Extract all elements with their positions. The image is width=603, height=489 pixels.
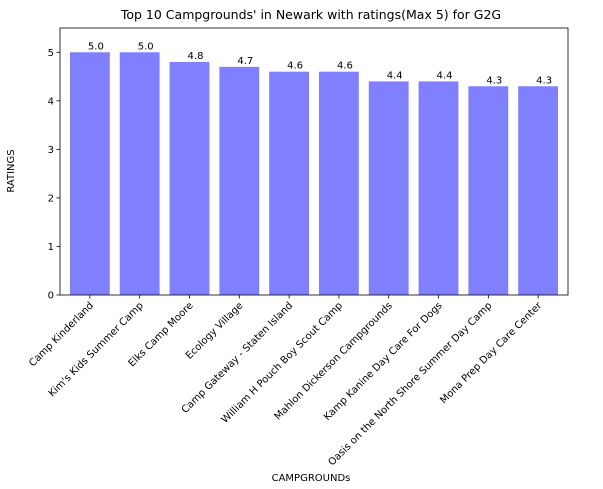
y-axis-label: RATINGS [6,149,17,192]
y-tick-label-5: 5 [48,48,54,59]
bar-7 [368,81,409,296]
chart-title: Top 10 Campgrounds' in Newark with ratin… [120,7,501,22]
y-tick-label-3: 3 [48,145,54,156]
bar-10 [518,86,559,295]
bar-1 [69,52,110,295]
y-tick-label-2: 2 [48,193,54,204]
bar-3 [169,61,210,296]
y-axis: 0 1 2 3 4 5 [48,48,60,302]
bars-group [69,52,559,296]
data-label-5: 4.6 [287,61,303,72]
data-label-8: 4.4 [437,70,453,81]
data-label-3: 4.8 [188,51,204,62]
data-label-4: 4.7 [237,56,253,67]
data-label-7: 4.4 [387,70,403,81]
x-tick-label-2: Kim's Kids Summer Camp [47,300,146,399]
bar-9 [468,86,509,295]
plot-frame [59,27,569,296]
data-label-9: 4.3 [486,75,502,86]
x-tick-label-5: Camp Gateway - Staten Island [180,300,295,415]
bar-2 [119,52,160,295]
data-label-1: 5.0 [88,41,104,52]
x-tick-label-10: Mona Prep Day Care Center [438,300,545,407]
x-axis-label: CAMPGROUNDs [272,473,351,484]
data-labels-group: 5.0 5.0 4.8 4.7 4.6 4.6 4.4 4.4 4.3 4.3 [88,41,552,86]
bar-8 [418,81,459,296]
data-label-6: 4.6 [337,61,353,72]
y-tick-label-0: 0 [48,291,54,302]
bar-6 [318,71,359,295]
y-tick-label-4: 4 [48,96,54,107]
data-label-10: 4.3 [536,75,552,86]
bar-4 [219,66,260,295]
bar-5 [269,71,310,295]
data-label-2: 5.0 [138,41,154,52]
y-tick-label-1: 1 [48,242,54,253]
